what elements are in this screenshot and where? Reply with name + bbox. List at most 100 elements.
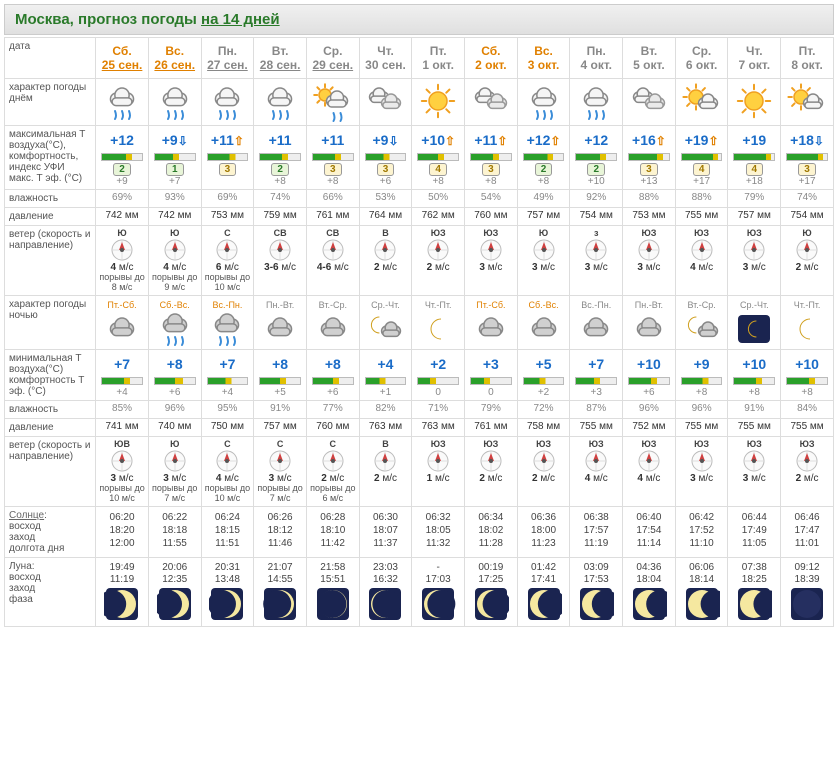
cell: +11⇧ 3 [201, 126, 254, 190]
cell: ЮЗ 3 м/с [728, 226, 781, 296]
cell: 754 мм [781, 208, 834, 226]
cell: ЮЗ 3 м/с [623, 226, 676, 296]
cell: 92% [570, 190, 623, 208]
cell: 79% [728, 190, 781, 208]
cell: 06:3817:5711:19 [570, 506, 623, 557]
cell: ЮЗ 2 м/с [517, 436, 570, 506]
cell: 753 мм [201, 208, 254, 226]
cell: Пт.8 окт. [781, 38, 834, 79]
cell: ЮВ 3 м/спорывы до 10 м/с [96, 436, 149, 506]
page-title: Москва, прогноз погоды на 14 дней [4, 4, 834, 35]
cell: Вс.3 окт. [517, 38, 570, 79]
cell: +9⇩ 1 +7 [148, 126, 201, 190]
cell: 757 мм [728, 208, 781, 226]
cell: ЮЗ 4 м/с [570, 436, 623, 506]
cell [570, 79, 623, 126]
cell: СВ 4-6 м/с [306, 226, 359, 296]
cell: СВ 3-6 м/с [254, 226, 307, 296]
cell: +16⇧ 3 +13 [623, 126, 676, 190]
cell: 01:4217:41 [517, 557, 570, 626]
row-label: давление [5, 208, 96, 226]
cell: +12⇧ 2 +8 [517, 126, 570, 190]
cell: +10 +8 [728, 349, 781, 400]
cell: +7 +4 [96, 349, 149, 400]
cell [728, 79, 781, 126]
cell: 06:3018:0711:37 [359, 506, 412, 557]
cell: 758 мм [517, 418, 570, 436]
row-label: давление [5, 418, 96, 436]
cell: 20:0612:35 [148, 557, 201, 626]
cell: 06:4217:5211:10 [675, 506, 728, 557]
cell: 82% [359, 400, 412, 418]
cell: 21:5815:51 [306, 557, 359, 626]
cell: +7 +4 [201, 349, 254, 400]
cell: 755 мм [675, 208, 728, 226]
cell: ЮЗ 3 м/с [675, 436, 728, 506]
cell: 79% [465, 400, 518, 418]
cell: Ю 3 м/спорывы до 7 м/с [148, 436, 201, 506]
cell: Вт.28 сен. [254, 38, 307, 79]
row-label: максимальная Т воздуха(°C), комфортность… [5, 126, 96, 190]
cell: 760 мм [465, 208, 518, 226]
cell: -17:03 [412, 557, 465, 626]
row-label: ветер (скорость и направление) [5, 436, 96, 506]
cell: Сб.2 окт. [465, 38, 518, 79]
cell: 757 мм [254, 418, 307, 436]
cell: Ср.6 окт. [675, 38, 728, 79]
cell: +11⇧ 3 +8 [465, 126, 518, 190]
cell: 96% [675, 400, 728, 418]
cell: 77% [306, 400, 359, 418]
row-label: характер погоды днём [5, 79, 96, 126]
cell: 740 мм [148, 418, 201, 436]
row-label: влажность [5, 400, 96, 418]
cell: +4 +1 [359, 349, 412, 400]
row-label: характер погоды ночью [5, 295, 96, 349]
cell: +5 +2 [517, 349, 570, 400]
cell: 757 мм [517, 208, 570, 226]
cell [201, 79, 254, 126]
title-link[interactable]: на 14 дней [201, 11, 280, 28]
cell: 96% [623, 400, 676, 418]
cell [781, 79, 834, 126]
cell: 755 мм [728, 418, 781, 436]
cell: 755 мм [781, 418, 834, 436]
cell [148, 79, 201, 126]
cell: 06:2818:1011:42 [306, 506, 359, 557]
cell: 53% [359, 190, 412, 208]
cell: 74% [781, 190, 834, 208]
cell: +10 +6 [623, 349, 676, 400]
forecast-table: датаСб.25 сен.Вс.26 сен.Пн.27 сен.Вт.28 … [4, 37, 834, 627]
cell: +3 0 [465, 349, 518, 400]
cell: 760 мм [306, 418, 359, 436]
row-label: влажность [5, 190, 96, 208]
cell: +2 0 [412, 349, 465, 400]
cell: Пт.-Сб. [465, 295, 518, 349]
cell: ЮЗ 4 м/с [623, 436, 676, 506]
cell: 06:3218:0511:32 [412, 506, 465, 557]
cell: С 4 м/спорывы до 10 м/с [201, 436, 254, 506]
cell: 07:3818:25 [728, 557, 781, 626]
cell: +19 4 +18 [728, 126, 781, 190]
cell: 00:1917:25 [465, 557, 518, 626]
cell: 66% [306, 190, 359, 208]
cell: 754 мм [570, 208, 623, 226]
cell: 755 мм [675, 418, 728, 436]
cell: Ю 4 м/спорывы до 8 м/с [96, 226, 149, 296]
cell: В 2 м/с [359, 436, 412, 506]
cell: 50% [412, 190, 465, 208]
cell: +11 2 +8 [254, 126, 307, 190]
cell: Чт.30 сен. [359, 38, 412, 79]
cell: 752 мм [623, 418, 676, 436]
cell [96, 79, 149, 126]
cell: з 3 м/с [570, 226, 623, 296]
cell: Ср.-Чт. [728, 295, 781, 349]
row-label: ветер (скорость и направление) [5, 226, 96, 296]
cell: 750 мм [201, 418, 254, 436]
cell: 763 мм [359, 418, 412, 436]
cell: Пн.-Вт. [254, 295, 307, 349]
cell: 06:2018:2012:00 [96, 506, 149, 557]
cell [623, 79, 676, 126]
cell: 20:3113:48 [201, 557, 254, 626]
cell: ЮЗ 1 м/с [412, 436, 465, 506]
cell: Вт.-Ср. [306, 295, 359, 349]
